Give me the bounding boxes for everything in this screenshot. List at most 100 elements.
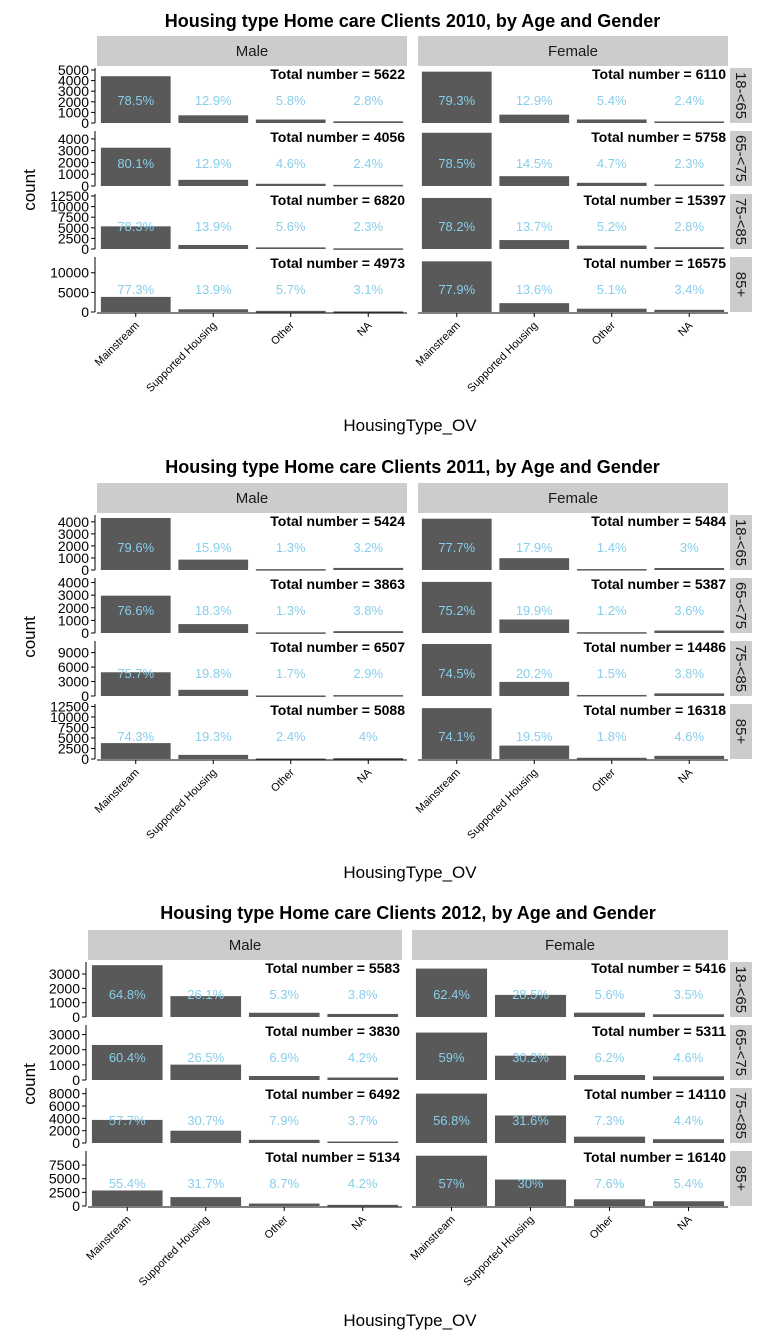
x-tick-label-other: Other [588,1213,616,1241]
bar-2010-18-65-male-other [255,119,326,123]
bar-2010-65-75-female-mainstream [421,132,492,186]
y-tick-label: 0 [81,115,89,131]
bar-2011-65-75-male-mainstream [100,595,171,633]
percent-label: 4.2% [348,1050,378,1065]
total-number-label: Total number = 3863 [270,576,405,592]
percent-label: 5.6% [595,987,625,1002]
y-tick-label: 0 [81,751,89,767]
bar-2011-18-65-male-mainstream [100,517,171,570]
percent-label: 13.7% [516,219,553,234]
percent-label: 75.7% [117,666,154,681]
bar-2011-75-85-female-mainstream [421,644,492,696]
percent-label: 3.8% [353,603,383,618]
percent-label: 55.4% [109,1176,146,1191]
column-strip-label-male: Male [236,490,269,507]
bar-2011-85-female-supported-housing [499,745,570,759]
percent-label: 79.6% [117,540,154,555]
y-tick-label: 2000 [58,538,89,554]
y-tick-label: 5000 [49,1171,80,1187]
percent-label: 15.9% [195,540,232,555]
percent-label: 56.8% [433,1113,470,1128]
chart-2010-svg: Housing type Home care Clients 2010, by … [20,11,752,435]
bar-2010-65-75-male-mainstream [100,147,171,186]
bar-2012-75-85-female-other [573,1136,646,1143]
bar-2011-85-female-mainstream [421,708,492,759]
bar-2012-85-male-other [248,1203,320,1206]
bar-2010-18-65-male-na [333,121,404,123]
percent-label: 4.6% [674,729,704,744]
y-tick-label: 6000 [58,659,89,675]
row-strip-label-65-75: 65-<75 [732,135,749,182]
percent-label: 26.1% [187,987,224,1002]
bar-2012-85-male-mainstream [91,1190,163,1206]
percent-label: 20.2% [516,666,553,681]
y-tick-label: 0 [81,304,89,320]
row-strip-75-85 [730,194,752,249]
percent-label: 4.6% [276,156,306,171]
y-tick-label: 4000 [58,73,89,89]
percent-label: 1.4% [597,540,627,555]
column-strip-label-female: Female [545,937,595,954]
total-number-label: Total number = 15397 [583,192,726,208]
percent-label: 6.9% [269,1050,299,1065]
y-tick-label: 0 [81,625,89,641]
chart-title: Housing type Home care Clients 2010, by … [165,11,660,31]
percent-label: 2.3% [353,219,383,234]
bar-2011-75-85-female-other [576,694,647,697]
total-number-label: Total number = 4973 [270,255,405,271]
bar-2010-85-female-other [576,308,647,312]
y-tick-label: 2500 [58,740,89,756]
bar-2010-65-75-female-other [576,182,647,186]
percent-label: 80.1% [117,156,154,171]
percent-label: 1.2% [597,603,627,618]
total-number-label: Total number = 14110 [584,1086,726,1102]
x-tick-label-supported-housing: Supported Housing [462,1214,537,1289]
bar-2012-65-75-female-mainstream [415,1032,488,1080]
row-strip-18-65 [730,68,752,123]
percent-label: 1.3% [276,540,306,555]
percent-label: 5.8% [276,93,306,108]
bar-2011-85-male-other [255,758,326,760]
total-number-label: Total number = 16318 [583,702,726,718]
percent-label: 57.7% [109,1113,146,1128]
percent-label: 12.9% [516,93,553,108]
bar-2011-18-65-female-mainstream [421,518,492,570]
y-tick-label: 2000 [49,980,80,996]
y-tick-label: 1000 [58,612,89,628]
y-tick-label: 6000 [49,1098,80,1114]
y-tick-label: 12500 [50,188,89,204]
percent-label: 30.2% [512,1050,549,1065]
y-tick-label: 4000 [58,514,89,530]
y-tick-label: 7500 [58,719,89,735]
percent-label: 5.4% [597,93,627,108]
y-axis-title: count [20,616,39,658]
bar-2010-18-65-female-na [654,121,725,123]
x-tick-label-supported-housing: Supported Housing [465,320,540,395]
total-number-label: Total number = 14486 [583,639,726,655]
bar-2012-75-85-male-na [327,1141,399,1144]
x-tick-label-supported-housing: Supported Housing [465,767,540,842]
bar-2012-85-female-na [652,1201,725,1206]
bar-2010-18-65-male-mainstream [100,76,171,123]
bar-2010-65-75-male-na [333,184,404,187]
percent-label: 6.2% [595,1050,625,1065]
row-strip-label-75-85: 75-<85 [732,645,749,692]
column-strip-female [412,930,728,960]
y-tick-label: 5000 [58,730,89,746]
y-tick-label: 12500 [50,698,89,714]
x-tick-label-other: Other [590,766,618,794]
facet-chart-2011: Housing type Home care Clients 2011, by … [0,448,768,896]
y-tick-label: 1000 [49,995,80,1011]
bar-2010-75-85-female-mainstream [421,197,492,249]
x-axis-title: HousingType_OV [343,416,477,435]
percent-label: 77.3% [117,282,154,297]
y-tick-label: 0 [72,1009,80,1025]
percent-label: 75.2% [438,603,475,618]
y-tick-label: 3000 [58,674,89,690]
percent-label: 74.5% [438,666,475,681]
percent-label: 4.6% [674,1050,704,1065]
bar-2011-75-85-male-supported-housing [178,689,249,696]
total-number-label: Total number = 5622 [270,66,405,82]
column-strip-label-male: Male [236,43,269,60]
